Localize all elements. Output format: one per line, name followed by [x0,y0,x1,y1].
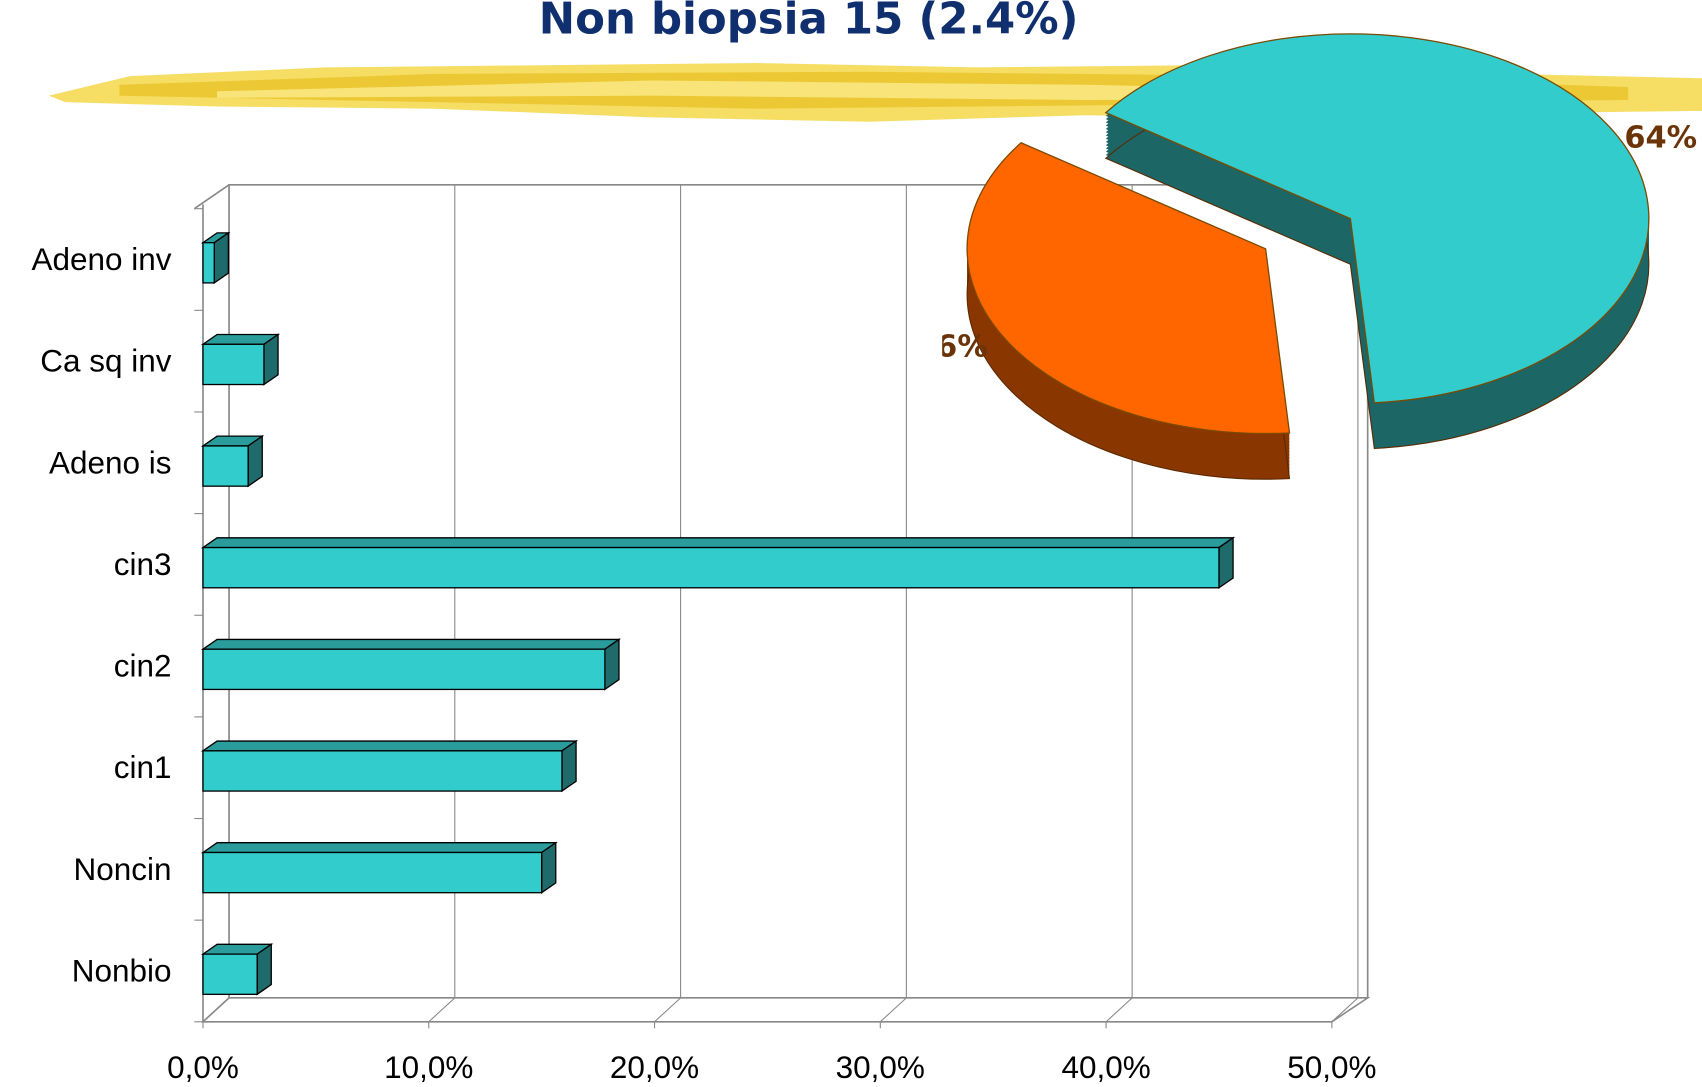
y-tick-label: cin3 [114,546,172,582]
pie-label: 64% [1624,121,1697,156]
bar-front [202,648,606,691]
bar-top [200,638,622,650]
pie-slice-top [966,142,1291,435]
bar [200,943,274,996]
y-tick-label: cin2 [114,648,172,684]
grid-line-floor [428,997,456,1023]
floor [200,997,1371,1023]
x-tick-label: 10,0% [384,1049,473,1085]
bar [200,739,579,793]
bar-front [202,953,258,995]
bar [200,231,231,285]
x-tick-label: 20,0% [610,1049,699,1085]
bar [200,333,281,386]
bar [200,536,1236,590]
bar-front [202,851,543,894]
y-tick-label: Noncin [74,851,172,887]
chart-title: Non biopsia 15 (2.4%) [539,0,1079,44]
bar-front [202,242,215,284]
bar-front [202,445,249,487]
y-tick-label: Ca sq inv [40,343,171,379]
bar-front [202,546,1220,589]
y-tick-label: cin1 [114,749,172,785]
pie-slice [966,142,1291,480]
pie-label: 36% [915,329,988,364]
bar [200,841,558,894]
bar [200,638,622,691]
y-axis-depth [193,184,230,210]
x-tick-label: 30,0% [836,1049,925,1085]
bar-top [200,842,558,854]
y-tick-label: Adeno inv [31,241,171,277]
x-tick-label: 40,0% [1061,1049,1150,1085]
grid-line-floor [879,997,907,1023]
bar-front [202,750,563,792]
pie-slice [1104,33,1650,450]
x-tick-label: 50,0% [1287,1049,1376,1085]
grid-line-floor [1105,997,1133,1023]
grid-line-floor [654,997,681,1023]
pie-slice-top [1104,33,1650,404]
bar-top [200,537,1236,549]
bar [200,434,265,488]
grid-line-floor [1331,997,1359,1023]
y-tick-label: Adeno is [49,444,172,480]
y-tick-label: Nonbio [72,952,172,988]
bar-top [200,740,579,752]
x-tick-label: 0,0% [167,1049,239,1085]
bar-front [202,343,265,386]
grid-line-floor [202,997,230,1023]
